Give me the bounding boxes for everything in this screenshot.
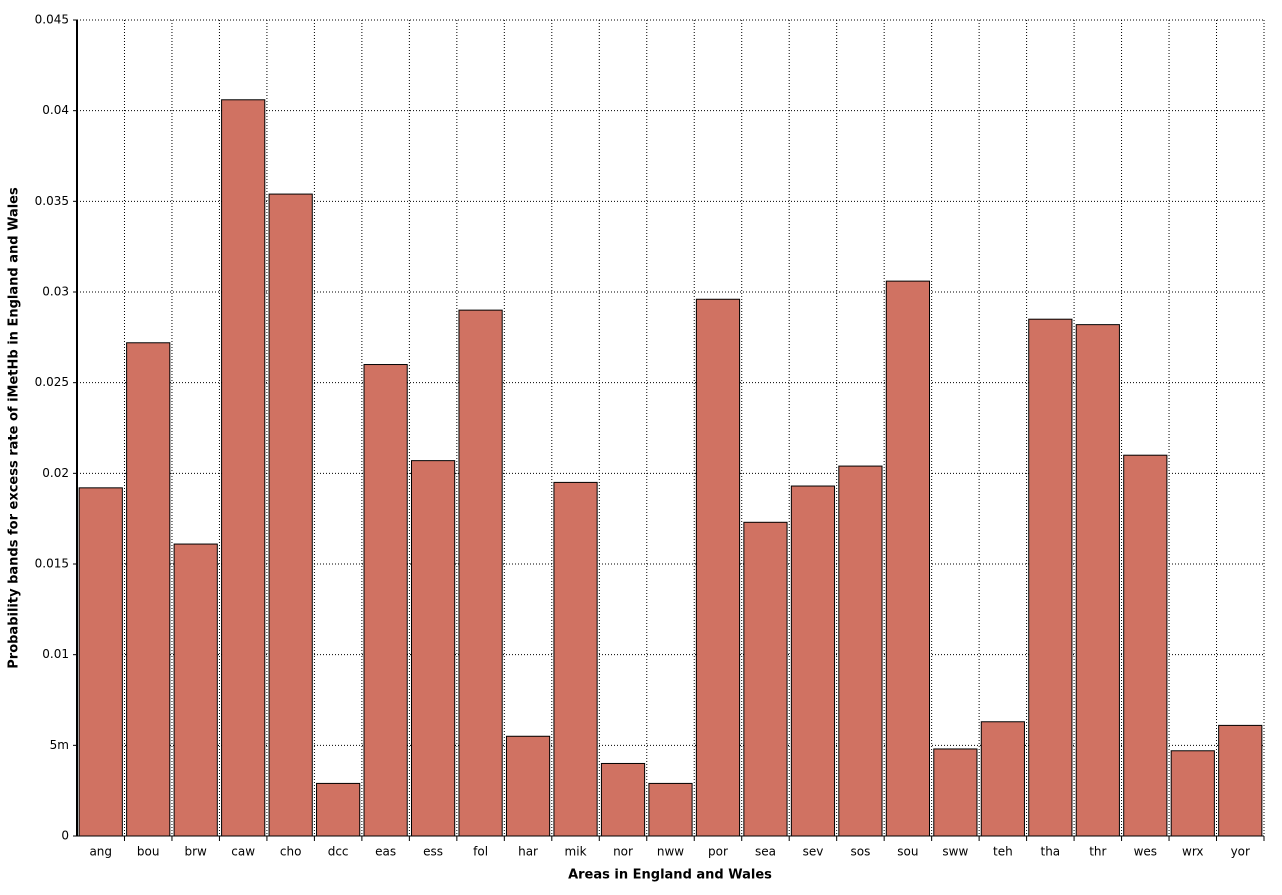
bar — [885, 280, 931, 837]
x-tick-label: yor — [1231, 845, 1250, 859]
x-tick-label: wes — [1134, 845, 1157, 859]
x-tick-label: fol — [473, 845, 488, 859]
bar — [363, 364, 408, 837]
x-tick-label: sww — [942, 845, 968, 859]
bar — [126, 342, 171, 837]
bar — [1028, 318, 1073, 837]
x-tick-label: teh — [993, 845, 1013, 859]
y-tick-label: 0.03 — [42, 285, 69, 299]
x-tick-label: sos — [850, 845, 870, 859]
y-tick-label: 0.04 — [42, 103, 69, 117]
y-tick-label: 0.025 — [35, 375, 69, 389]
y-tick-label: 0 — [61, 829, 69, 843]
y-tick-label: 0.02 — [42, 466, 69, 480]
x-tick-label: cho — [280, 845, 302, 859]
bar — [600, 762, 646, 837]
bar — [173, 543, 218, 837]
x-tick-label: ess — [423, 845, 443, 859]
bar — [743, 521, 788, 837]
bar — [1075, 324, 1120, 837]
bar — [1218, 724, 1263, 837]
bar — [410, 460, 456, 837]
bar — [1123, 454, 1168, 837]
x-axis-title: Areas in England and Wales — [568, 868, 772, 883]
bar — [695, 298, 741, 837]
x-tick-label: wrx — [1182, 845, 1204, 859]
x-tick-label: tha — [1041, 845, 1061, 859]
bar — [316, 782, 361, 837]
y-tick-label: 0.035 — [35, 194, 69, 208]
bar — [933, 748, 978, 837]
bar — [505, 735, 551, 837]
x-tick-label: brw — [185, 845, 208, 859]
x-tick-label: bou — [137, 845, 160, 859]
x-tick-label: sev — [803, 845, 824, 859]
x-tick-label: nor — [613, 845, 633, 859]
x-tick-label: thr — [1089, 845, 1106, 859]
x-tick-label: ang — [89, 845, 112, 859]
bar — [790, 485, 836, 837]
bar — [838, 465, 883, 837]
y-tick-label: 0.015 — [35, 557, 69, 571]
x-tick-label: por — [708, 845, 728, 859]
x-tick-label: sou — [897, 845, 918, 859]
y-tick-label: 5m — [50, 738, 69, 752]
bar — [1170, 750, 1215, 837]
x-tick-label: har — [518, 845, 538, 859]
bar — [268, 193, 313, 837]
x-tick-label: sea — [755, 845, 776, 859]
x-tick-label: nww — [657, 845, 684, 859]
x-tick-label: caw — [231, 845, 255, 859]
bar — [648, 782, 693, 837]
bar — [553, 481, 598, 837]
bar — [221, 99, 266, 837]
x-tick-label: mik — [565, 845, 587, 859]
y-tick-label: 0.045 — [35, 13, 69, 27]
y-axis-title: Probability bands for excess rate of iMe… — [7, 187, 22, 669]
y-tick-label: 0.01 — [42, 647, 69, 661]
bar — [980, 721, 1025, 837]
x-tick-label: dcc — [328, 845, 349, 859]
bar — [78, 487, 123, 837]
x-tick-label: eas — [375, 845, 396, 859]
bar — [458, 309, 503, 837]
